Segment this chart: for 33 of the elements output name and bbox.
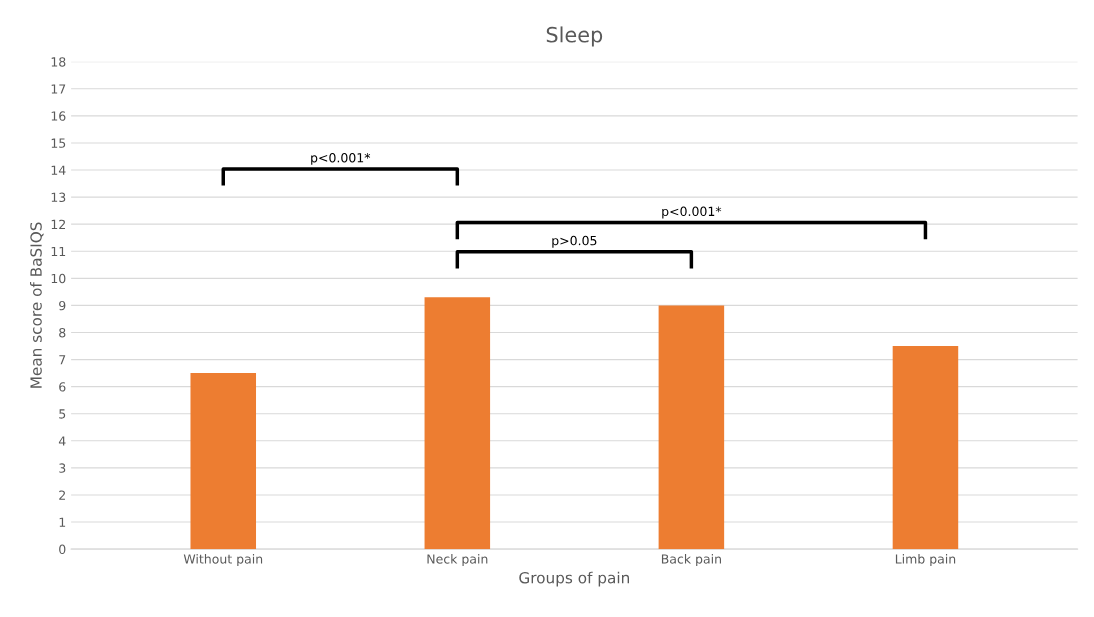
x-tick-label: Without pain xyxy=(183,553,263,567)
y-tick-label: 5 xyxy=(59,409,66,419)
y-tick-label: 13 xyxy=(51,192,66,203)
bar xyxy=(190,373,257,550)
x-axis-title: Groups of pain xyxy=(519,571,629,587)
annotation: p<0.001* xyxy=(311,153,371,165)
y-tick-label: 17 xyxy=(51,84,66,94)
y-tick-label: 16 xyxy=(51,111,66,121)
y-tick-label: 11 xyxy=(51,246,66,257)
y-tick-label: 18 xyxy=(51,57,66,67)
y-tick-label: 12 xyxy=(51,219,65,229)
y-tick-label: 3 xyxy=(59,463,66,473)
bar xyxy=(424,297,491,550)
y-tick-label: 6 xyxy=(59,382,66,392)
annotation: p>0.05 xyxy=(552,235,597,248)
x-tick-label: Back pain xyxy=(661,553,721,567)
y-tick-label: 8 xyxy=(59,327,66,338)
y-tick-label: 1 xyxy=(59,517,66,527)
chart-title: Sleep xyxy=(546,26,603,47)
x-tick-label: Limb pain xyxy=(895,553,956,567)
y-tick-label: 15 xyxy=(51,138,66,148)
y-tick-label: 0 xyxy=(59,544,66,555)
y-tick-label: 9 xyxy=(59,300,66,311)
y-tick-label: 14 xyxy=(51,165,66,175)
y-tick-label: 7 xyxy=(59,355,66,365)
y-tick-label: 4 xyxy=(58,436,66,446)
bar xyxy=(892,346,959,550)
y-tick-label: 10 xyxy=(51,273,66,284)
annotation: p<0.001* xyxy=(662,206,722,219)
y-axis-title: Mean score of BaSIQS xyxy=(30,222,44,388)
y-tick-label: 2 xyxy=(59,490,65,500)
bar xyxy=(658,305,725,550)
x-tick-label: Neck pain xyxy=(427,553,488,567)
